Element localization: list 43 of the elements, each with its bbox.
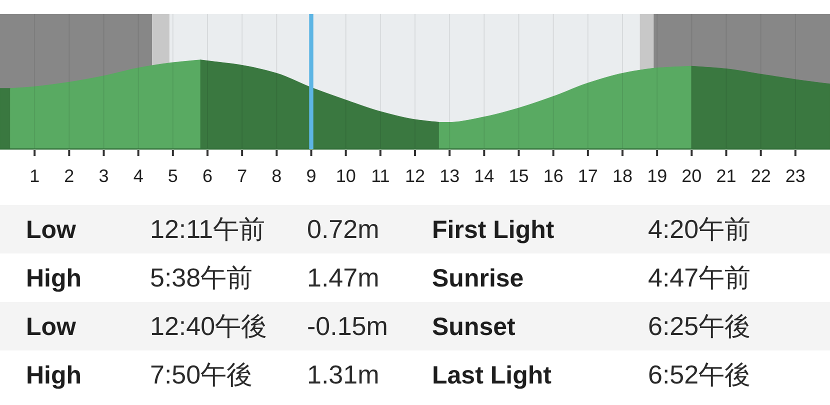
text: Last Light [432,362,552,390]
text: 4:20午前 [648,214,751,244]
text: 7:50午後 [150,360,253,390]
x-tick-label: 8 [272,166,282,186]
x-tick-label: 11 [371,166,390,186]
text: 4:47午前 [648,262,751,292]
text: 6:25午後 [648,311,751,341]
text: Sunrise [432,264,524,292]
text: First Light [432,216,555,244]
x-tick-label: 22 [750,166,771,186]
x-tick-label: 21 [716,166,736,186]
x-tick-label: 9 [306,166,316,186]
x-tick-label: 13 [440,166,460,186]
text: 6:52午後 [648,360,751,390]
text: Low [26,313,77,341]
text: 5:38午前 [150,262,253,292]
x-tick-label: 19 [647,166,668,186]
text: 1.31m [307,360,380,390]
text: Sunset [432,313,516,341]
x-tick-label: 10 [336,166,356,186]
text: High [26,264,82,292]
text: High [26,362,82,390]
text: 12:40午後 [150,311,268,341]
x-tick-label: 14 [474,166,494,186]
x-tick-label: 20 [682,166,702,186]
x-tick-label: 18 [612,166,633,186]
x-tick-label: 2 [64,166,74,186]
x-tick-label: 7 [237,166,248,186]
text: Low [26,216,77,244]
x-tick-label: 15 [508,166,529,186]
x-tick-label: 16 [543,166,564,186]
x-tick-label: 1 [30,166,40,186]
x-tick-label: 12 [404,166,426,186]
x-tick-label: 23 [785,166,806,186]
x-tick-label: 6 [202,166,213,186]
x-tick-label: 5 [168,166,178,186]
text: 0.72m [307,214,380,244]
x-tick-label: 3 [98,166,109,186]
text: -0.15m [307,311,388,341]
text: 12:11午前 [150,214,266,244]
x-tick-label: 4 [133,166,144,186]
x-tick-label: 17 [578,166,598,186]
text: 1.47m [307,262,380,292]
